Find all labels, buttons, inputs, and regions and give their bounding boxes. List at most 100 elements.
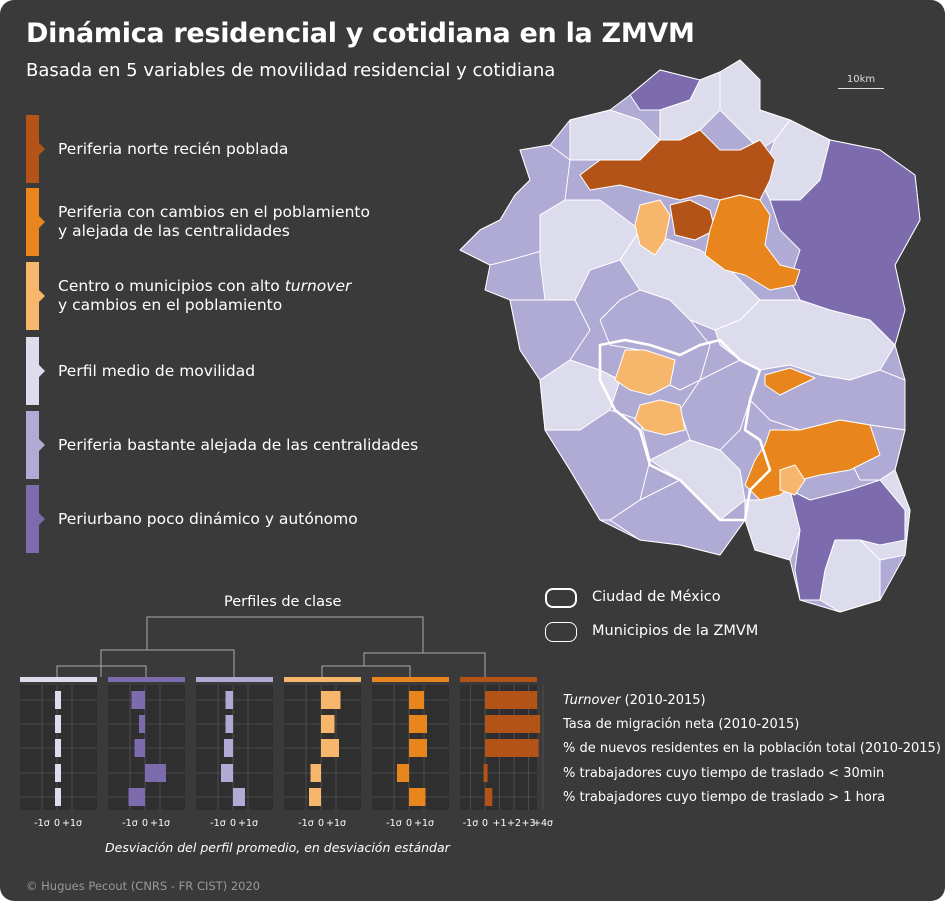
dendrogram-root — [146, 616, 424, 653]
profile-bar — [321, 715, 335, 733]
map-title: Dinámica residencial y cotidiana en la Z… — [26, 18, 695, 49]
map-legend-zmvm-label: Municipios de la ZMVM — [592, 623, 759, 639]
var-label-commute-long: % trabajadores cuyo tiempo de traslado >… — [563, 790, 886, 805]
region-east-dark — [769, 139, 921, 346]
profile-bar — [145, 764, 166, 782]
legend-label-italic: turnover — [284, 277, 352, 295]
axis-tick-label: -1σ — [298, 818, 314, 829]
profile-bar — [131, 691, 145, 709]
profile-bar — [483, 764, 488, 782]
profile-bar — [397, 764, 409, 782]
profile-bar — [321, 739, 339, 757]
profile-bar — [225, 691, 233, 709]
axis-tick-label: +1σ — [413, 818, 435, 829]
axis-tick-label: -1σ — [462, 818, 479, 829]
profile-bar — [134, 739, 145, 757]
profile-bar — [409, 739, 427, 757]
profile-bar — [225, 715, 233, 733]
dendrogram-right — [363, 652, 486, 677]
axis-tick-label: 0 — [405, 818, 413, 829]
var-label-commute-short: % trabajadores cuyo tiempo de traslado <… — [563, 766, 885, 781]
var-label-turnover: Turnover (2010-2015) — [563, 693, 706, 708]
legend-notch — [39, 290, 45, 302]
profile-bar — [309, 788, 321, 806]
axis-tick-label: +1σ — [325, 818, 347, 829]
profile-panel-strip — [460, 677, 537, 682]
region-orange-mid — [764, 367, 816, 396]
region-lightorange-a — [614, 349, 676, 396]
region-orange-east — [704, 194, 801, 291]
profile-bar — [409, 788, 426, 806]
axis-tick-label: -1σ — [34, 818, 50, 829]
profile-bar — [221, 764, 233, 782]
legend-notch — [39, 216, 45, 228]
zmvm-ring-icon — [545, 622, 577, 642]
var-label-turnover-em: Turnover — [563, 693, 621, 708]
var-label-migration: Tasa de migración neta (2010-2015) — [563, 717, 800, 732]
region-orange-south — [744, 419, 881, 501]
map-subtitle: Basada en 5 variables de movilidad resid… — [26, 60, 556, 81]
profile-bar — [55, 764, 61, 782]
axis-tick-label: +3 — [521, 818, 536, 829]
profile-bar — [55, 739, 61, 757]
legend-label: Periferia norte recién poblada — [58, 139, 289, 158]
axis-tick-label: +1σ — [237, 818, 259, 829]
profile-bar — [485, 691, 538, 709]
legend-notch — [39, 143, 45, 155]
credit: © Hugues Pecout (CNRS - FR CIST) 2020 — [26, 879, 261, 893]
legend-notch — [39, 513, 45, 525]
axis-tick-label: +1 — [492, 818, 507, 829]
map-legend-cdmx-label: Ciudad de México — [592, 589, 721, 605]
dendrogram-left-inner — [56, 665, 147, 677]
profile-bar — [55, 715, 61, 733]
legend-swatch — [26, 337, 39, 405]
profile-bar — [224, 739, 233, 757]
axis-title: Desviación del perfil promedio, en desvi… — [105, 840, 450, 855]
dendrogram — [56, 616, 486, 677]
axis-tick-label: 0 — [229, 818, 237, 829]
profile-panel-strip — [108, 677, 185, 682]
axis-tick-label: 0 — [317, 818, 325, 829]
profile-bar — [233, 788, 245, 806]
legend-label: Periferia bastante alejada de las centra… — [58, 435, 419, 454]
legend-label: Periurbano poco dinámico y autónomo — [58, 509, 358, 528]
axis-tick-label: 0 — [141, 818, 149, 829]
scale-bar-label: 10km — [846, 74, 876, 85]
profile-panels — [20, 677, 544, 810]
region-lightorange-north — [634, 199, 671, 256]
profile-bar — [139, 715, 145, 733]
axis-tick-label: 0 — [481, 818, 489, 829]
axis-tick-label: 0 — [53, 818, 61, 829]
profile-bar — [485, 788, 493, 806]
profile-panel-strip — [20, 677, 97, 682]
legend-label: Perfil medio de movilidad — [58, 361, 256, 380]
legend-swatch — [26, 262, 39, 330]
profile-bar — [128, 788, 145, 806]
axis-tick-label: -1σ — [122, 818, 138, 829]
profile-panel-strip — [284, 677, 361, 682]
axis-tick-label: +4σ — [532, 818, 554, 829]
var-label-turnover-suffix: (2010-2015) — [620, 693, 706, 708]
axis-tick-label: -1σ — [386, 818, 402, 829]
profile-bar — [321, 691, 341, 709]
dendrogram-right-inner — [321, 665, 411, 677]
profile-bar — [55, 788, 61, 806]
legend-swatch — [26, 485, 39, 553]
axis-tick-label: +2 — [506, 818, 521, 829]
profile-bar — [409, 691, 424, 709]
legend-label: Centro o municipios con alto — [58, 277, 285, 295]
axis-tick-label: -1σ — [210, 818, 226, 829]
profile-panel-strip — [372, 677, 449, 682]
scale-bar: 10km — [838, 74, 884, 89]
legend-swatch — [26, 411, 39, 479]
legend-label: Periferia con cambios en el poblamiento — [58, 203, 370, 221]
profile-bar — [409, 715, 427, 733]
legend-notch — [39, 365, 45, 377]
dendrogram-left — [100, 649, 235, 677]
legend-swatch — [26, 188, 39, 256]
region-southeast-dark — [789, 479, 906, 601]
legend-label-line2: y alejada de las centralidades — [58, 222, 290, 240]
